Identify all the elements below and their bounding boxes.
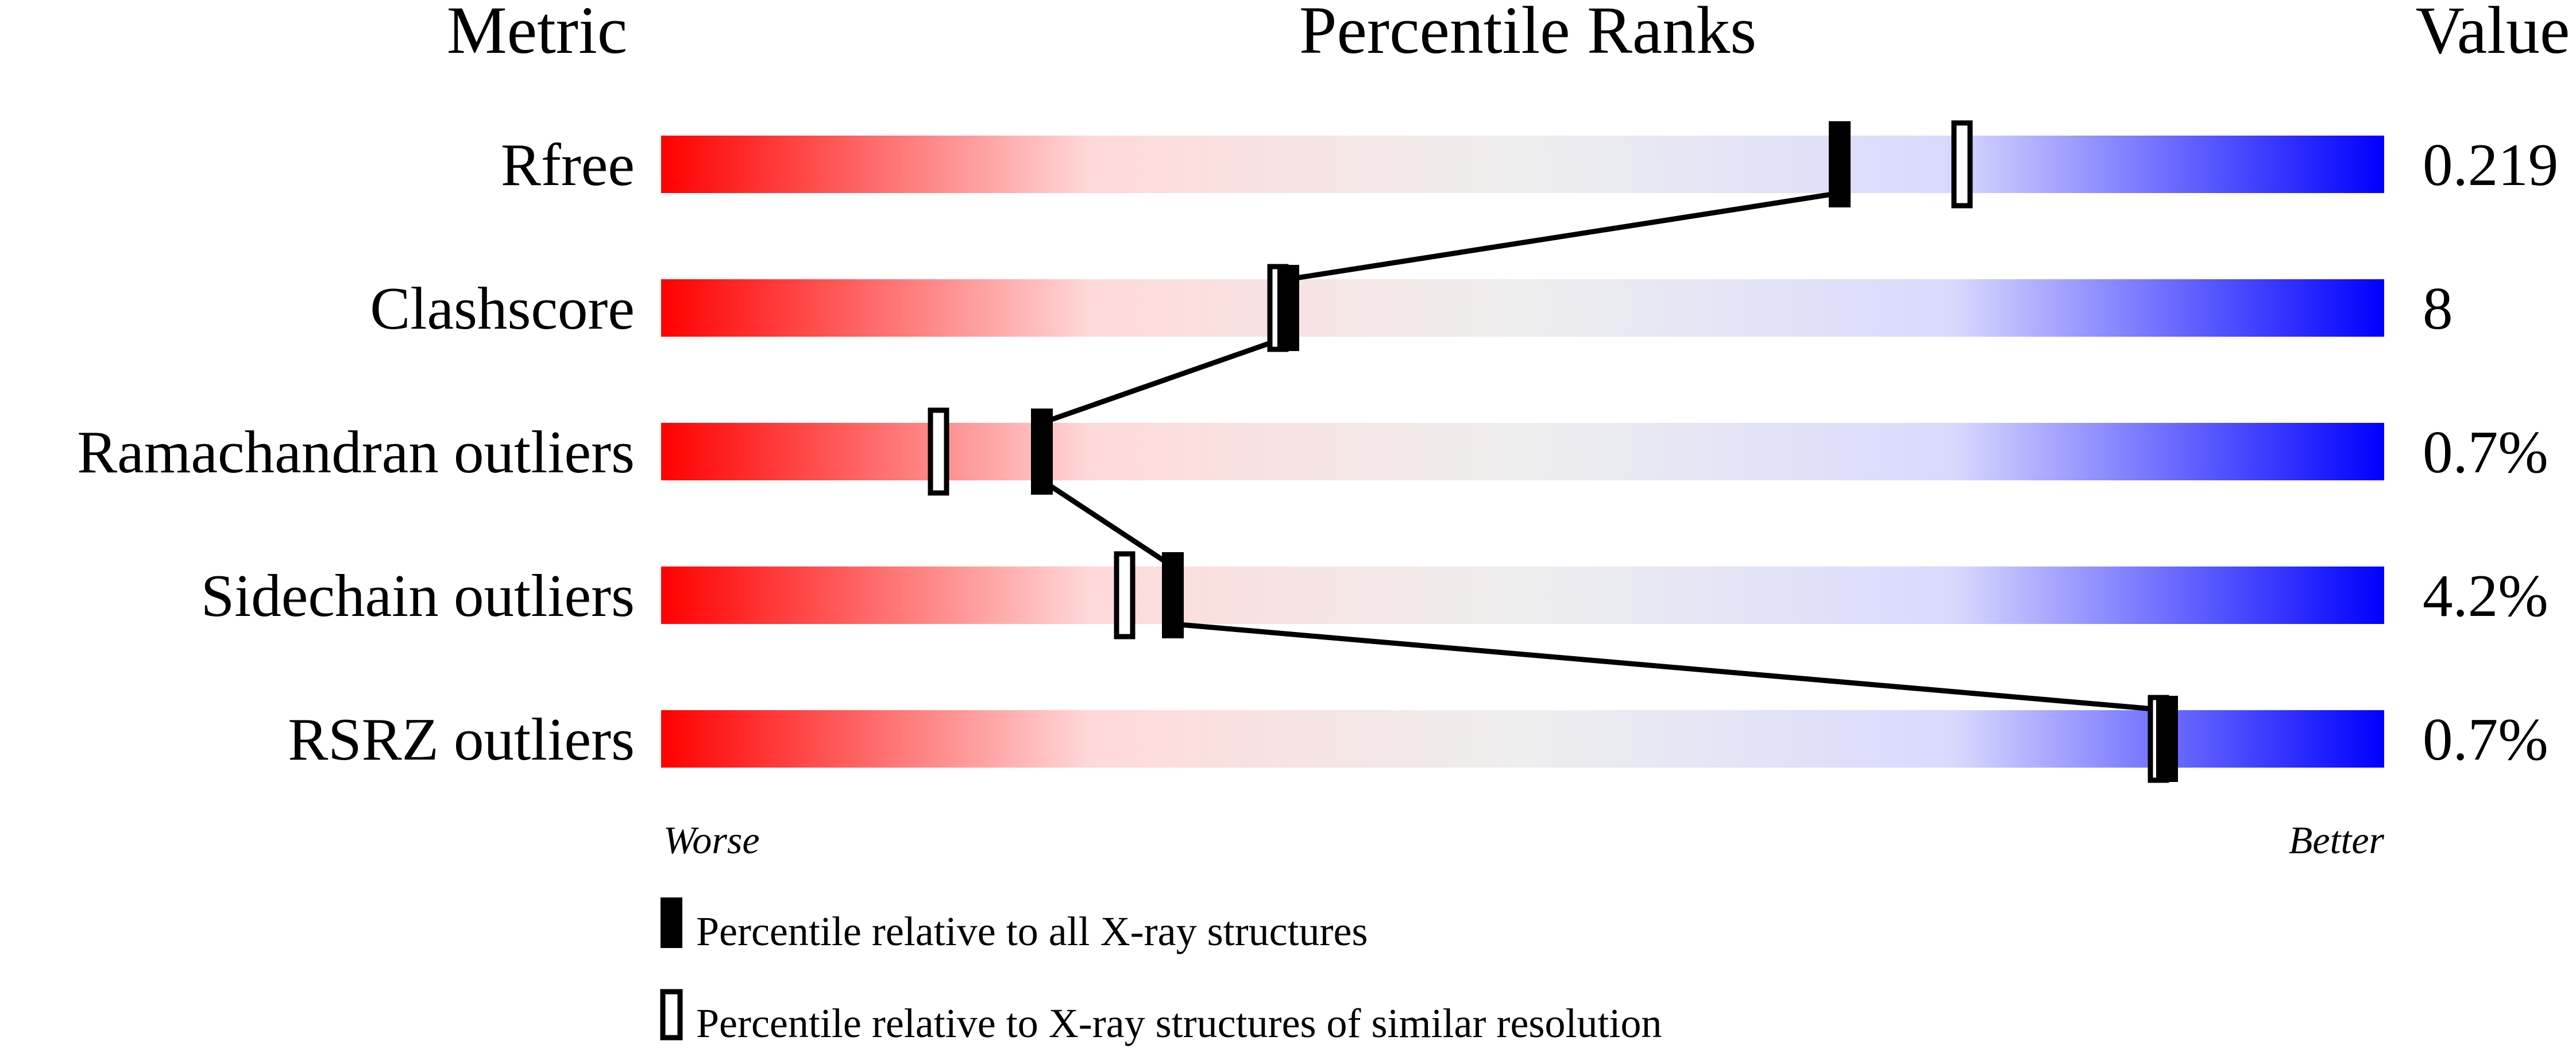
metric-value: 0.7%: [2423, 418, 2548, 486]
legend-all-label: Percentile relative to all X-ray structu…: [696, 908, 1368, 954]
metric-label: Ramachandran outliers: [77, 418, 635, 486]
metric-value: 8: [2423, 275, 2453, 342]
connector-line: [1040, 478, 1175, 569]
header-metric: Metric: [447, 0, 628, 68]
metric-label: Rfree: [501, 131, 635, 198]
similar-resolution-marker: [1114, 551, 1136, 639]
metric-label: Sidechain outliers: [201, 562, 635, 629]
all-structures-marker: [1162, 552, 1184, 638]
all-structures-marker: [1031, 409, 1053, 495]
worse-label: Worse: [663, 818, 760, 862]
percentile-bar: [661, 136, 2384, 193]
connector-line: [1041, 334, 1289, 426]
all-structures-marker: [1829, 121, 1851, 207]
similar-resolution-marker: [928, 407, 949, 496]
legend-open-marker: [660, 989, 683, 1041]
header-value: Value: [2416, 0, 2570, 68]
connector-line: [1288, 190, 1840, 282]
percentile-bar: [661, 567, 2384, 624]
all-structures-marker: [1277, 265, 1299, 351]
percentile-bar: [661, 710, 2384, 768]
header-percentile-ranks: Percentile Ranks: [1299, 0, 1756, 68]
metric-value: 0.219: [2423, 131, 2558, 198]
percentile-bar: [661, 279, 2384, 337]
legend-filled-marker: [661, 897, 682, 948]
legend-similar-label: Percentile relative to X-ray structures …: [696, 1000, 1662, 1046]
all-structures-marker: [2156, 696, 2178, 782]
metric-label: RSRZ outliers: [288, 706, 635, 773]
similar-resolution-marker: [1951, 120, 1973, 209]
metric-value: 0.7%: [2423, 706, 2548, 773]
better-label: Better: [2289, 818, 2385, 862]
metric-label: Clashscore: [370, 275, 635, 342]
metric-value: 4.2%: [2423, 562, 2548, 629]
connector-line: [1172, 621, 2168, 713]
percentile-bar: [661, 423, 2384, 480]
